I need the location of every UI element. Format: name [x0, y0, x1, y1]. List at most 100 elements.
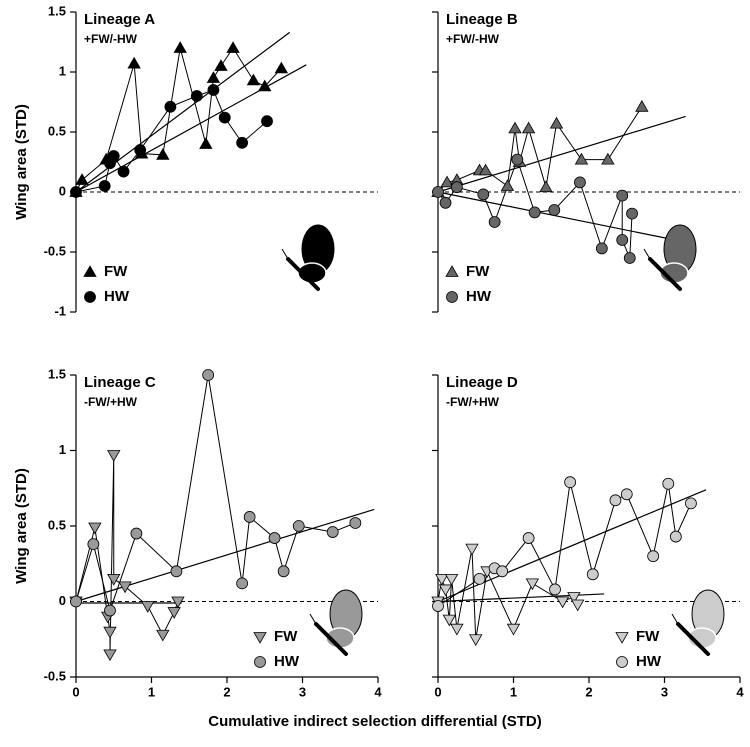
x-tick-label: 0 [72, 684, 79, 699]
marker [616, 189, 629, 202]
marker [478, 163, 493, 176]
marker [477, 188, 490, 201]
marker [521, 121, 536, 134]
marker [127, 56, 141, 69]
marker [87, 538, 100, 551]
legend-label: FW [274, 628, 298, 645]
x-tick-label: 4 [374, 684, 382, 699]
marker [473, 572, 486, 585]
marker [450, 181, 463, 194]
legend-marker [445, 265, 459, 277]
marker [236, 577, 249, 590]
marker [586, 568, 599, 581]
marker [103, 626, 117, 639]
trend-line [75, 64, 307, 193]
marker [438, 584, 453, 597]
panel-title: Lineage C [84, 374, 156, 391]
x-tick-label: 0 [434, 684, 441, 699]
marker [98, 180, 111, 192]
marker [635, 99, 649, 112]
marker [549, 583, 561, 596]
marker [226, 41, 240, 53]
marker [574, 152, 589, 165]
butterfly-antenna [309, 613, 317, 625]
marker [440, 175, 454, 188]
marker [488, 216, 501, 228]
legend-marker [84, 291, 96, 303]
marker [525, 578, 540, 591]
marker [274, 61, 289, 74]
marker [88, 522, 102, 535]
y-tick-label: 1.5 [48, 3, 66, 18]
marker [620, 488, 633, 501]
marker [574, 176, 586, 189]
marker [75, 173, 89, 185]
panel-subtitle: -FW/+HW [84, 395, 138, 409]
trend-line [437, 489, 707, 603]
butterfly-antenna [281, 248, 289, 260]
y-tick-label: 1 [59, 442, 66, 457]
marker [167, 607, 181, 619]
marker [500, 179, 515, 191]
y-tick-label: 1 [59, 63, 66, 78]
marker [156, 629, 170, 642]
trend-line [437, 191, 688, 243]
legend-label: HW [466, 288, 492, 305]
marker [292, 520, 305, 532]
marker [70, 186, 82, 198]
x-tick-label: 3 [299, 684, 306, 699]
marker [104, 604, 116, 617]
marker [432, 600, 444, 612]
marker [261, 115, 273, 128]
butterfly-body [648, 257, 682, 291]
y-tick-label: 0.5 [48, 123, 66, 138]
legend-label: HW [636, 653, 662, 670]
x-tick-label: 2 [223, 684, 230, 699]
butterfly-antenna [671, 613, 679, 625]
marker [450, 623, 464, 636]
marker [70, 595, 82, 608]
marker [246, 73, 261, 86]
marker [103, 649, 117, 662]
marker [171, 596, 185, 609]
panel-subtitle: +FW/-HW [446, 32, 500, 46]
marker [623, 252, 636, 264]
panel-title: Lineage A [84, 11, 155, 28]
marker [555, 596, 570, 609]
trend-line [75, 508, 375, 603]
y-tick-label: 0 [59, 593, 66, 608]
y-tick-label: -0.5 [44, 668, 66, 683]
x-axis-label: Cumulative indirect selection differenti… [208, 713, 541, 730]
marker [616, 234, 629, 246]
marker [207, 84, 220, 96]
marker [469, 634, 483, 647]
legend-marker [83, 265, 97, 277]
x-tick-label: 4 [736, 684, 744, 699]
marker [601, 152, 615, 165]
y-tick-label: 1.5 [48, 366, 66, 381]
marker [570, 599, 585, 612]
legend-label: FW [466, 263, 490, 280]
legend-marker [446, 291, 458, 303]
legend-marker [253, 632, 267, 644]
marker [190, 90, 203, 102]
series-line [437, 106, 643, 193]
butterfly-body [676, 622, 710, 656]
y-tick-label: 0 [59, 183, 66, 198]
marker [326, 526, 339, 538]
marker [107, 573, 121, 586]
series-line [75, 47, 282, 193]
legend-marker [254, 656, 266, 668]
marker [511, 153, 524, 166]
marker [506, 623, 521, 636]
marker [444, 573, 459, 586]
series-line [75, 455, 179, 655]
marker [508, 121, 522, 134]
marker [349, 517, 362, 529]
marker [243, 511, 256, 523]
marker [164, 100, 177, 113]
marker [277, 565, 290, 578]
butterfly-antenna [643, 248, 651, 260]
marker [528, 206, 541, 219]
